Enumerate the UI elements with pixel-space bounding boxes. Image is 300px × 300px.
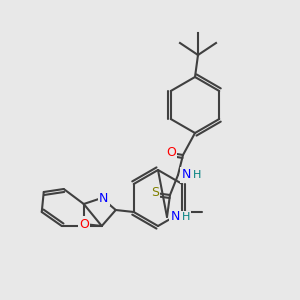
Text: N: N — [99, 191, 108, 205]
Text: O: O — [79, 218, 89, 230]
Text: H: H — [182, 212, 190, 222]
Text: N: N — [170, 211, 180, 224]
Text: S: S — [151, 187, 159, 200]
Text: O: O — [166, 146, 176, 160]
Text: H: H — [193, 170, 201, 180]
Text: N: N — [181, 169, 191, 182]
